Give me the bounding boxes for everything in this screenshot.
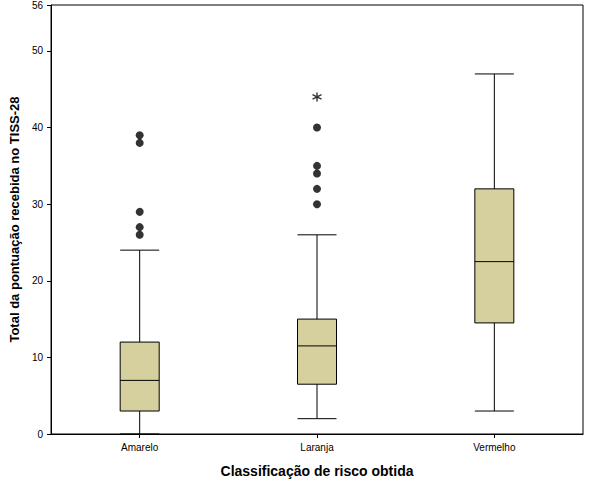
svg-text:30: 30 [32,199,44,210]
svg-text:0: 0 [37,429,43,440]
svg-text:56: 56 [32,0,44,11]
svg-text:10: 10 [32,352,44,363]
svg-text:Laranja: Laranja [300,442,334,453]
svg-text:Amarelo: Amarelo [121,442,159,453]
svg-text:50: 50 [32,45,44,56]
svg-text:Vermelho: Vermelho [473,442,516,453]
svg-text:Total da pontuação recebida no: Total da pontuação recebida no TISS-28 [7,96,22,342]
svg-text:40: 40 [32,122,44,133]
svg-text:20: 20 [32,275,44,286]
svg-text:Classificação de risco obtida: Classificação de risco obtida [221,463,414,479]
